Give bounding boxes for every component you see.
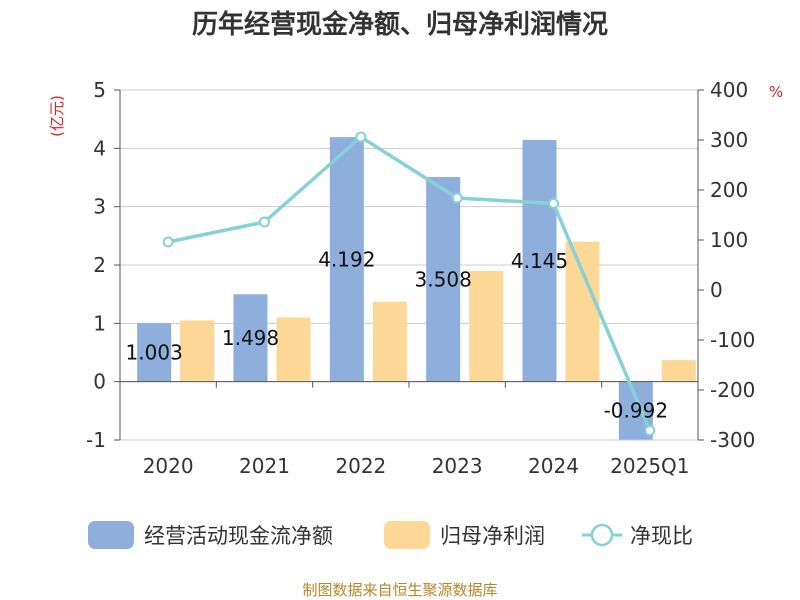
right-tick-label: 100: [710, 228, 748, 252]
line-point: [451, 192, 463, 204]
bar-cashflow: [233, 294, 268, 382]
data-labels: 1.003 1.498 4.192 3.508 4.145 -0.992: [126, 247, 669, 422]
line-point: [259, 216, 270, 228]
left-tick-label: 3: [93, 195, 106, 219]
bar-netprofit: [565, 241, 600, 382]
legend-label: 净现比: [630, 524, 693, 548]
line-point: [548, 198, 559, 209]
x-tick-label: 2022: [335, 454, 386, 478]
x-tick-label: 2024: [528, 454, 579, 478]
legend: 经营活动现金流净额 归母净利润 净现比: [88, 521, 693, 549]
bar-value-label: 3.508: [415, 267, 472, 291]
bar-value-label: 4.192: [318, 247, 375, 271]
bar-value-label: -0.992: [604, 399, 668, 423]
left-tick-label: 2: [93, 253, 106, 277]
right-tick-label: -100: [710, 328, 755, 352]
axes: -1 0 1 2 3 4 5 -300 -200 -100 0 100 200 300 400 2020 202…: [86, 78, 755, 478]
line-point: [162, 236, 174, 248]
line-series: [162, 131, 656, 436]
bar-cashflow: [522, 139, 557, 382]
right-tick-label: 200: [710, 178, 748, 202]
legend-label: 经营活动现金流净额: [144, 524, 333, 548]
legend-label: 归母净利润: [440, 524, 545, 548]
right-tick-label: 300: [710, 128, 748, 152]
x-tick-label: 2020: [143, 454, 194, 478]
x-tick-label: 2025Q1: [610, 454, 689, 478]
line-point: [644, 425, 656, 436]
right-tick-label: 400: [710, 78, 748, 102]
bar-netprofit: [469, 270, 504, 382]
x-tick-label: 2023: [432, 454, 483, 478]
bar-value-label: 4.145: [511, 249, 568, 273]
bar-netprofit: [372, 301, 407, 382]
left-tick-label: -1: [86, 428, 106, 452]
left-tick-label: 5: [93, 78, 106, 102]
bar-netprofit: [661, 360, 696, 382]
chart-title: 历年经营现金净额、归母净利润情况: [192, 9, 608, 40]
source-note: 制图数据来自恒生聚源数据库: [302, 581, 497, 599]
right-tick-label: -200: [710, 378, 755, 402]
right-tick-label: -300: [710, 428, 755, 452]
bar-value-label: 1.003: [126, 340, 183, 364]
right-axis-unit: %: [769, 83, 783, 101]
left-tick-label: 1: [93, 311, 106, 335]
bar-cashflow: [426, 177, 461, 382]
left-tick-label: 4: [93, 136, 106, 160]
line-point: [355, 131, 367, 143]
bar-netprofit: [180, 320, 215, 382]
bar-value-label: 1.498: [222, 326, 279, 350]
netcash-ratio-line: [167, 135, 652, 432]
right-tick-label: 0: [710, 278, 723, 302]
left-axis-unit: (亿元): [48, 95, 66, 137]
left-tick-label: 0: [93, 370, 106, 394]
bar-netprofit: [276, 317, 311, 382]
bars: [137, 137, 696, 440]
legend-swatch: [88, 521, 134, 549]
legend-swatch-marker: [590, 523, 614, 547]
legend-swatch: [384, 521, 430, 549]
bar-cashflow: [329, 137, 364, 382]
bar-cashflow: [137, 323, 172, 382]
x-tick-label: 2021: [239, 454, 290, 478]
